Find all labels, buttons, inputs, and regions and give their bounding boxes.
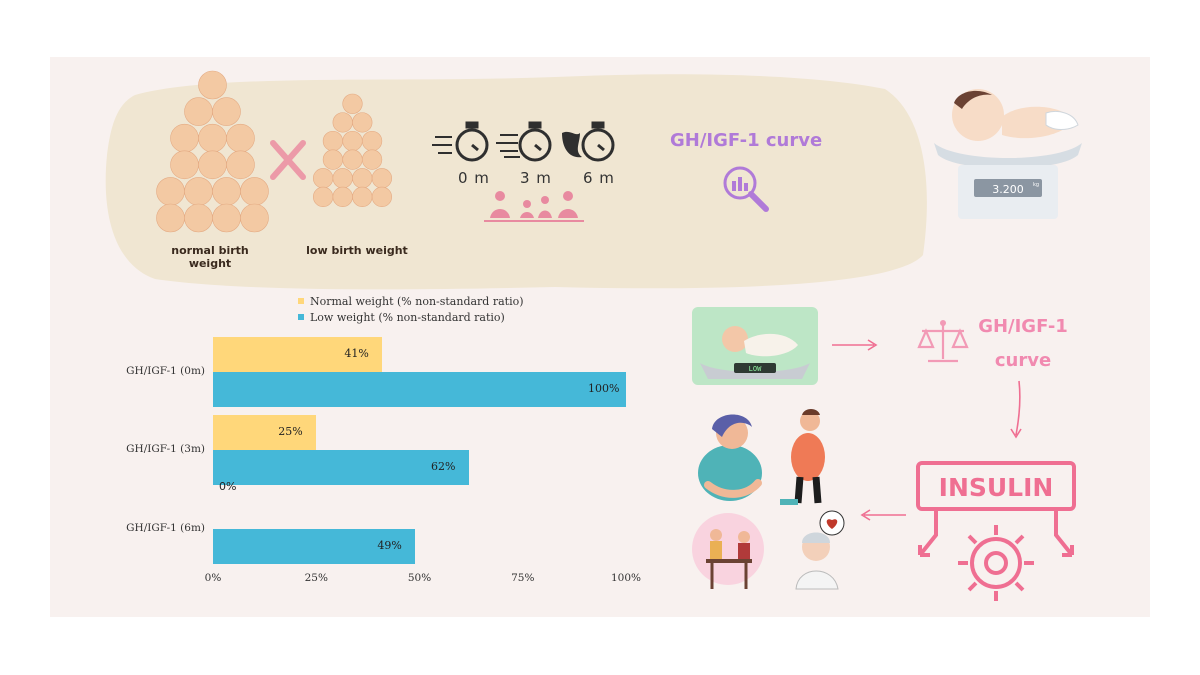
normal-weight-babies-icon bbox=[156, 70, 269, 233]
low-birth-weight-label: low birth weight bbox=[306, 244, 408, 257]
bar-low bbox=[213, 450, 470, 485]
obesity-illustration bbox=[698, 409, 825, 505]
bar-value-label: 0% bbox=[219, 480, 237, 493]
time-label-3m: 3 m bbox=[520, 169, 552, 187]
arrow-right-icon bbox=[832, 339, 878, 351]
low-display-text: LOW bbox=[749, 365, 762, 373]
versus-x-icon bbox=[270, 140, 306, 180]
baby-on-scale-illustration: 3.200 kg bbox=[934, 89, 1082, 219]
bar-value-label: 25% bbox=[278, 425, 303, 438]
gh-igf-curve-right-title: GH/IGF-1 curve bbox=[968, 310, 1078, 378]
insulin-label: INSULIN bbox=[939, 473, 1054, 502]
x-tick-label: 0% bbox=[204, 572, 222, 584]
low-weight-babies-icon bbox=[312, 93, 393, 207]
x-tick-label: 25% bbox=[304, 572, 328, 584]
family-growth-icon bbox=[484, 191, 584, 222]
bar-normal bbox=[213, 415, 317, 450]
scale-display-value: 3.200 bbox=[992, 183, 1024, 196]
chart-magnifier-icon bbox=[723, 166, 769, 212]
chart-legend: Normal weight (% non-standard ratio) Low… bbox=[298, 293, 524, 325]
time-label-0m: 0 m bbox=[458, 169, 490, 187]
bar-low bbox=[213, 372, 626, 407]
bar-value-label: 62% bbox=[431, 460, 456, 473]
category-label: GH/IGF-1 (3m) bbox=[126, 443, 205, 455]
scale-unit-label: kg bbox=[1033, 182, 1039, 188]
low-weight-baby-scale-illustration: LOW bbox=[692, 307, 818, 385]
x-tick-label: 50% bbox=[407, 572, 432, 584]
legend-swatch-low bbox=[298, 314, 304, 320]
top-banner-background bbox=[105, 74, 927, 290]
insulin-pancreas-icon: INSULIN bbox=[916, 461, 1076, 601]
gh-igf-right-line1: GH/IGF-1 bbox=[978, 316, 1068, 337]
bar-normal bbox=[213, 337, 383, 372]
category-label: GH/IGF-1 (6m) bbox=[126, 522, 205, 534]
bar-value-label: 41% bbox=[344, 347, 369, 360]
consultation-and-heart-illustration bbox=[692, 510, 845, 590]
legend-label-normal: Normal weight (% non-standard ratio) bbox=[310, 294, 524, 308]
arrow-left-icon bbox=[860, 509, 906, 521]
x-tick-label: 100% bbox=[610, 572, 642, 584]
category-label: GH/IGF-1 (0m) bbox=[126, 365, 205, 377]
stopwatches-icon bbox=[432, 121, 615, 162]
gh-igf-curve-title: GH/IGF-1 curve bbox=[670, 130, 823, 151]
legend-swatch-normal bbox=[298, 298, 304, 304]
legend-item-normal: Normal weight (% non-standard ratio) bbox=[298, 293, 524, 309]
bar-value-label: 49% bbox=[377, 539, 402, 552]
time-label-6m: 6 m bbox=[583, 169, 615, 187]
arrow-down-icon bbox=[1010, 380, 1022, 439]
x-tick-label: 75% bbox=[511, 572, 535, 584]
legend-item-low: Low weight (% non-standard ratio) bbox=[298, 309, 524, 325]
bar-low bbox=[213, 529, 416, 564]
bar-value-label: 100% bbox=[588, 382, 620, 395]
bar-chart: GH/IGF-1 (0m) 41% 100% GH/IGF-1 (3m) 25% 62% G… bbox=[50, 57, 690, 617]
infographic-panel: normal birth weight low birth weight 0 m… bbox=[50, 57, 1150, 617]
balance-scale-icon bbox=[917, 320, 969, 363]
normal-birth-weight-label: normal birth weight bbox=[171, 244, 249, 270]
gh-igf-right-line2: curve bbox=[994, 350, 1052, 371]
legend-label-low: Low weight (% non-standard ratio) bbox=[310, 310, 505, 324]
